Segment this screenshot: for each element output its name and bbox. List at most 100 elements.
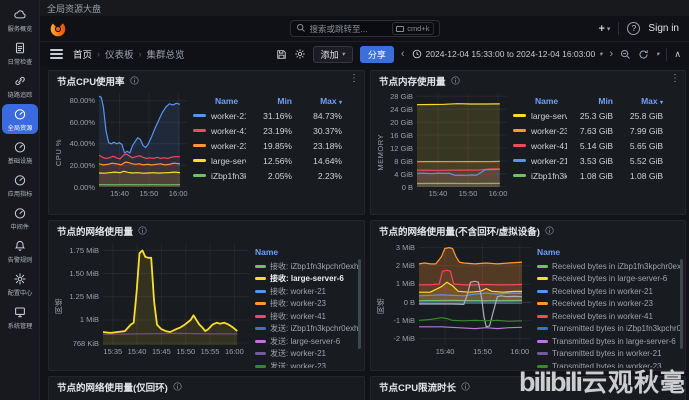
sidebar-item-10[interactable]: 系统管理 [2,302,38,332]
refresh-icon[interactable] [638,49,649,60]
legend-item[interactable]: Received bytes in worker-41 [537,310,683,323]
info-icon[interactable] [173,378,182,396]
grafana-logo-icon[interactable] [50,21,66,37]
time-back-icon[interactable]: ‹ [400,47,405,60]
legend-item[interactable]: 发送: iZbp1fn3kpchr0exh8f6grZ [255,323,361,336]
legend-col-mean[interactable]: Mean [342,96,360,106]
add-panel-button[interactable]: 添加 ▾ [312,45,353,63]
legend-col-name[interactable]: Name [215,95,239,106]
info-icon[interactable] [545,222,554,240]
menu-toggle-icon[interactable] [50,49,63,59]
series-swatch [255,264,266,268]
sidebar-item-6[interactable]: 应用指标 [2,170,38,200]
legend-item[interactable]: 接收: worker-23 [255,298,361,311]
legend-row[interactable]: large-server-6 12.56% 14.64%13.48 [193,153,360,168]
chart-plot[interactable]: 15:35 15:40 15:45 15:50 15:55 16:00 [102,243,249,368]
legend-scrollbar[interactable] [680,259,683,349]
panel-menu-icon[interactable]: ⋮ [670,73,680,84]
panel-header[interactable]: 节点内存使用量 [371,71,685,91]
legend-item[interactable]: Transmitted bytes in worker-23 [537,360,683,368]
dashboard-settings-icon[interactable] [294,48,306,60]
sign-in-link[interactable]: Sign in [648,23,679,34]
chevron-down-icon[interactable]: ▾ [656,51,660,58]
sidebar-item-9[interactable]: 配置中心 [2,269,38,299]
legend-col-min[interactable]: Min [277,95,292,106]
y-tick-label: 60.00% [69,117,95,127]
series-swatch [193,129,206,132]
legend[interactable]: Name Min Max ▾Mean large-server-6 25.3 GiB 25… [513,93,681,212]
legend-item[interactable]: 接收: large-server-6 [255,273,361,286]
chart-plot[interactable]: 15:40 15:50 16:00 [416,93,507,212]
legend-item[interactable]: Transmitted bytes in iZbp1fn3kpchr0exh8f… [537,323,683,336]
breadcrumb-current[interactable]: 集群总览 [146,50,185,61]
legend-item[interactable]: Transmitted bytes in large-server-6 [537,335,683,348]
legend-item[interactable]: Received bytes in worker-23 [537,298,683,311]
legend-item[interactable]: Transmitted bytes in worker-21 [537,348,683,361]
legend-item[interactable]: 发送: worker-23 [255,360,361,368]
zoom-out-icon[interactable] [620,49,631,60]
plot-area[interactable] [102,243,249,345]
chart-plot[interactable]: 15:40 15:50 16:00 [418,243,531,368]
panel-header[interactable]: 节点CPU限流时长 [371,377,685,397]
help-icon[interactable]: ? [627,22,641,35]
sidebar-item-5[interactable]: 基础设施 [2,137,38,167]
sidebar-item-3[interactable]: 链路追踪 [2,71,38,101]
panel-menu-icon[interactable]: ⋮ [349,73,359,84]
plot-area[interactable] [98,93,187,188]
time-forward-icon[interactable]: › [609,47,614,60]
legend-item[interactable]: 接收: worker-41 [255,310,361,323]
save-dashboard-icon[interactable] [276,49,287,60]
legend-row[interactable]: iZbp1fn3kpchr0exh8f6grZ 2.05% 2.23%2.12 [193,168,360,183]
chart-plot[interactable]: 15:40 15:50 16:00 [98,93,188,212]
info-icon[interactable] [129,72,139,90]
info-icon[interactable] [461,378,470,396]
info-icon[interactable] [450,72,460,90]
legend-scrollbar[interactable] [358,259,361,349]
legend-row[interactable]: worker-21 31.16% 84.73%50.8 [193,108,360,123]
share-button[interactable]: 分享 [359,45,394,63]
legend-item[interactable]: 发送: large-server-6 [255,335,361,348]
x-tick-label: 15:50 [139,189,159,198]
legend[interactable]: Name Min Max ▾Mean worker-21 31.16% 84.73%50.… [193,93,360,212]
legend-item[interactable]: Received bytes in worker-21 [537,285,683,298]
legend-item[interactable]: 接收: iZbp1fn3kpchr0exh8f6grZ [255,260,361,273]
sidebar-item-1[interactable]: 服务概览 [2,5,38,35]
panel-header[interactable]: 节点的网络使用量(仅回环) [49,377,364,397]
add-menu-button[interactable]: + ▾ [598,23,610,35]
panel-header[interactable]: 节点CPU使用率 [49,71,364,91]
legend[interactable]: Name 接收: iZbp1fn3kpchr0exh8f6grZ 接收: large… [255,243,361,368]
sidebar-item-2[interactable]: 日常检查 [2,38,38,68]
plot-area[interactable] [416,93,507,188]
collapse-toolbar-icon[interactable]: ∧ [674,48,681,59]
legend-item[interactable]: Received bytes in large-server-6 [537,273,683,286]
search-input[interactable]: 搜索或跳转至... cmd+k [289,20,440,37]
legend[interactable]: Name Received bytes in iZbp1fn3kpchr0exh8… [537,243,683,368]
main-area: 全局资源大盘 搜索或跳转至... cmd+k [40,0,689,400]
legend-col-min[interactable]: Min [598,95,613,106]
info-icon[interactable] [138,222,147,240]
sidebar-item-4[interactable]: 全局资源 [1,104,38,134]
legend-col-mean[interactable]: Mean [663,96,681,106]
legend-item[interactable]: 发送: worker-21 [255,348,361,361]
y-tick-label: 4 GiB [394,169,413,179]
time-range-picker[interactable]: 2024-12-04 15:33:00 to 2024-12-04 16:03:… [412,49,602,59]
legend-col-max[interactable]: Max ▾ [320,95,342,106]
legend-item[interactable]: 接收: worker-21 [255,285,361,298]
sidebar-item-8[interactable]: 告警规则 [2,236,38,266]
legend-col-max[interactable]: Max ▾ [641,95,663,106]
legend-row[interactable]: worker-23 19.85% 23.18%21.22 [193,138,360,153]
legend-item[interactable]: Received bytes in iZbp1fn3kpchr0exh8f6gr… [537,260,683,273]
panel-header[interactable]: 节点的网络使用量(不含回环/虚拟设备) [371,221,685,241]
breadcrumb-dashboards[interactable]: 仪表板 [105,50,134,61]
sidebar-item-7[interactable]: 中间件 [2,203,38,233]
legend-row[interactable]: worker-41 23.19% 30.37%26.79 [193,123,360,138]
plot-area[interactable] [418,243,531,345]
breadcrumb-home[interactable]: 首页 [73,50,93,61]
panel-header[interactable]: 节点的网络使用量 [49,221,364,241]
legend-col-name[interactable]: Name [535,95,559,106]
